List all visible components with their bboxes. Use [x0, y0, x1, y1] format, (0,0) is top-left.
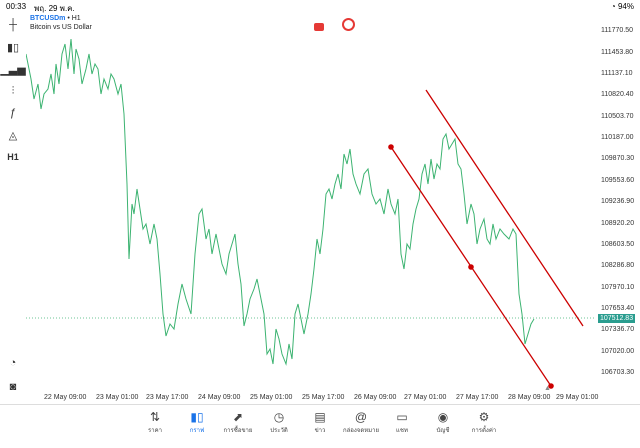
time-tick: 25 May 17:00: [302, 394, 345, 401]
time-tick: 23 May 17:00: [146, 394, 189, 401]
nav-chart[interactable]: ▮▯ กราฟ: [175, 409, 219, 435]
function-icon[interactable]: ƒ: [9, 107, 17, 119]
time-tick: 29 May 01:00: [556, 394, 599, 401]
indicators-icon[interactable]: ⫶: [11, 84, 15, 97]
trendline-anchor-mid[interactable]: [468, 264, 474, 270]
trendline-anchor-start[interactable]: [388, 144, 394, 150]
nav-trade[interactable]: ⬈ การซื้อขาย: [216, 409, 260, 435]
timeframe-icon[interactable]: H1: [7, 152, 19, 162]
price-tick: 107336.70: [601, 326, 635, 333]
symbol-timeframe: H1: [71, 15, 81, 22]
price-tick: 111453.80: [601, 49, 634, 56]
time-tick: 26 May 09:00: [354, 394, 397, 401]
price-tick: 110503.70: [601, 113, 634, 120]
battery-level: 94%: [617, 2, 634, 11]
nav-label: ข่าว: [314, 428, 326, 434]
price-tick: 110820.40: [601, 91, 634, 98]
price-series-line: [26, 38, 535, 366]
time-tick: 27 May 17:00: [456, 394, 499, 401]
status-bar: 00:33 พฤ. 29 พ.ค. ◔ 94%: [0, 0, 640, 14]
trade-icon: ⬈: [232, 410, 244, 424]
mail-icon: @: [354, 410, 368, 424]
nav-label: ราคา: [148, 428, 162, 434]
nav-news[interactable]: ▤ ข่าว: [298, 409, 342, 435]
trendline-upper: [425, 89, 584, 327]
bar-chart-icon[interactable]: ▁▃▅: [0, 63, 26, 76]
price-tick: 111770.50: [601, 27, 634, 34]
price-tick: 107970.10: [601, 284, 635, 291]
account-icon: ◉: [437, 410, 449, 424]
sync-icon[interactable]: [342, 18, 356, 31]
bottom-navigation: ⇅ ราคา ▮▯ กราฟ ⬈ การซื้อขาย ◷ ประวัติ ▤ ข่าว …: [0, 404, 640, 448]
nav-label: แชท: [396, 428, 408, 434]
time-tick: 25 May 01:00: [250, 394, 293, 401]
status-date: พฤ. 29 พ.ค.: [34, 4, 75, 13]
chat-icon: ▭: [396, 410, 408, 424]
battery-indicator: ◔ 94%: [610, 2, 634, 11]
price-tick: 110187.00: [601, 134, 634, 141]
nav-chat[interactable]: ▭ แชท: [380, 409, 424, 435]
time-tick: 28 May 09:00: [508, 394, 551, 401]
settings-icon: ⚙: [478, 410, 490, 424]
chart-top-buttons: [314, 18, 356, 36]
nav-label: การตั้งค่า: [471, 428, 497, 434]
history-icon: ◷: [273, 410, 285, 424]
crosshair-icon[interactable]: ┼: [9, 19, 17, 31]
speedometer-icon[interactable]: ◔: [9, 357, 17, 369]
price-tick: 108920.20: [601, 220, 635, 227]
price-chart[interactable]: ▲: [26, 14, 596, 394]
price-tick: 106703.30: [601, 369, 635, 376]
status-time: 00:33: [6, 2, 27, 11]
current-price-badge: 107512.83: [598, 314, 636, 323]
nav-settings[interactable]: ⚙ การตั้งค่า: [462, 409, 506, 435]
price-tick: 107020.00: [601, 348, 635, 355]
chart-icon: ▮▯: [190, 410, 204, 424]
nav-quotes[interactable]: ⇅ ราคา: [133, 409, 177, 435]
price-tick: 111137.10: [601, 70, 633, 77]
symbol-description: Bitcoin vs US Dollar: [30, 24, 92, 31]
chart-scroll-marker: ▲: [544, 385, 551, 392]
nav-label: ประวัติ: [270, 428, 288, 434]
nav-mailbox[interactable]: @ กล่องจดหมาย: [339, 409, 383, 435]
nav-history[interactable]: ◷ ประวัติ: [257, 409, 301, 435]
time-tick: 24 May 09:00: [198, 394, 241, 401]
price-tick: 109553.60: [601, 177, 635, 184]
price-tick: 109236.90: [601, 198, 635, 205]
trendline-anchor-end[interactable]: [548, 383, 554, 389]
symbol-name: BTCUSDm: [30, 15, 66, 22]
nav-account[interactable]: ◉ บัญชี: [421, 409, 465, 435]
nav-label: กล่องจดหมาย: [342, 428, 380, 434]
time-tick: 22 May 09:00: [44, 394, 87, 401]
time-tick: 23 May 01:00: [96, 394, 139, 401]
price-axis: 111770.50 111453.80 111137.10 110820.40 …: [598, 14, 640, 394]
price-tick: 109870.30: [601, 155, 635, 162]
time-tick: 27 May 01:00: [404, 394, 447, 401]
price-tick: 107653.40: [601, 305, 635, 312]
nav-label: กราฟ: [189, 428, 205, 434]
one-click-trading-icon[interactable]: [314, 23, 324, 31]
candlestick-icon[interactable]: ▮▯: [6, 41, 20, 54]
objects-icon[interactable]: ◬: [8, 129, 18, 142]
nav-label: บัญชี: [436, 428, 450, 434]
nav-label: การซื้อขาย: [223, 428, 253, 434]
news-icon: ▤: [314, 410, 326, 424]
quotes-icon: ⇅: [149, 410, 161, 424]
price-tick: 108603.50: [601, 241, 635, 248]
price-tick: 108286.80: [601, 262, 635, 269]
time-axis: 22 May 09:00 23 May 01:00 23 May 17:00 2…: [26, 394, 599, 406]
symbol-info: BTCUSDm • H1 Bitcoin vs US Dollar: [30, 15, 92, 31]
drawing-toolbar: ┼ ▮▯ ▁▃▅ ⫶ ƒ ◬ H1 ◔ ◙: [0, 14, 26, 404]
logo-icon[interactable]: ◙: [9, 381, 17, 393]
